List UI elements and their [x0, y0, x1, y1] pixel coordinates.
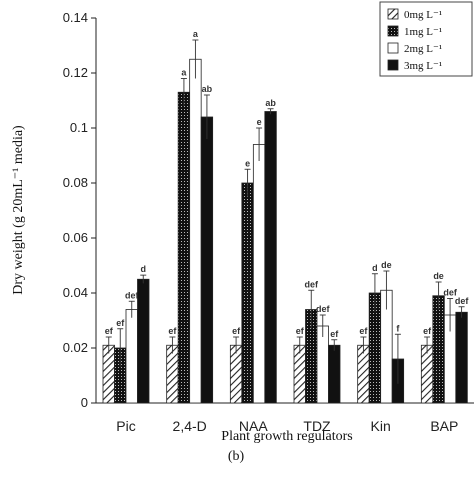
y-tick-label: 0.06: [63, 230, 88, 245]
legend-swatch-0: [387, 8, 399, 20]
significance-label: ef: [116, 318, 125, 328]
bar-0-0: [102, 344, 115, 404]
bar-3-2: [264, 111, 277, 404]
significance-label: e: [245, 158, 250, 168]
legend-label-3: 3mg L⁻¹: [404, 60, 442, 72]
bar-3-0: [137, 278, 150, 404]
category-label: BAP: [430, 418, 458, 434]
category-label: 2,4-D: [173, 418, 207, 434]
significance-label: ab: [202, 84, 213, 94]
y-axis-title: Dry weight (g 20mL⁻¹ media): [11, 125, 26, 295]
y-tick-label: 0.02: [63, 340, 88, 355]
legend-label-2: 2mg L⁻¹: [404, 43, 442, 55]
significance-label: def: [125, 290, 140, 300]
bar-1-2: [241, 182, 254, 404]
significance-label: ab: [265, 98, 276, 108]
legend-label-1: 1mg L⁻¹: [404, 26, 442, 38]
significance-label: def: [305, 279, 320, 289]
bar-3-3: [328, 344, 341, 404]
significance-label: a: [181, 68, 187, 78]
legend-swatch-3: [387, 59, 399, 71]
bar-0-2: [229, 344, 243, 404]
bar-0-3: [293, 344, 306, 404]
axes-layer: [95, 18, 474, 404]
bar-1-5: [432, 295, 445, 404]
y-tick-label: 0.12: [63, 65, 88, 80]
significance-label: ef: [330, 329, 339, 339]
y-tick-label: 0.1: [70, 120, 88, 135]
significance-label: d: [141, 264, 147, 274]
significance-label: de: [381, 260, 392, 270]
significance-label: def: [316, 304, 331, 314]
figure-caption: (b): [228, 449, 245, 464]
bar-0-4: [357, 344, 370, 404]
significance-label: e: [257, 117, 262, 127]
legend-swatch-2: [387, 42, 399, 54]
significance-label: ef: [232, 326, 241, 336]
legend-label-0: 0mg L⁻¹: [404, 9, 442, 21]
y-tick-label: 0: [81, 395, 88, 410]
significance-label: ef: [296, 326, 305, 336]
bar-0-1: [166, 344, 179, 404]
significance-label: ef: [423, 326, 432, 336]
bar-1-1: [177, 91, 191, 404]
significance-label: d: [372, 263, 378, 273]
bar-3-5: [455, 311, 468, 404]
legend-swatch-1: [387, 25, 399, 37]
significance-label: f: [396, 323, 400, 333]
bar-2-1: [189, 58, 202, 404]
significance-label: ef: [359, 326, 368, 336]
bar-2-2: [252, 144, 266, 404]
y-tick-label: 0.04: [63, 285, 88, 300]
significance-label: def: [443, 288, 458, 298]
bar-3-1: [200, 116, 214, 404]
y-ticks: 0 0.02 0.04 0.06 0.08 0.1 0.12 0.14: [63, 10, 96, 410]
category-label: TDZ: [303, 418, 331, 434]
legend: 0mg L⁻¹ 1mg L⁻¹ 2mg L⁻¹ 3mg L⁻¹: [379, 1, 473, 77]
bar-2-3: [316, 325, 329, 404]
category-label: Kin: [371, 418, 391, 434]
y-tick-label: 0.14: [63, 10, 88, 25]
category-label: NAA: [239, 418, 268, 434]
bar-0-5: [420, 344, 434, 404]
y-tick-label: 0.08: [63, 175, 88, 190]
x-tick-labels: Pic 2,4-D NAA TDZ Kin BAP: [116, 418, 458, 434]
significance-label: def: [455, 296, 470, 306]
significance-label: ef: [168, 326, 177, 336]
category-label: Pic: [116, 418, 135, 434]
significance-label: ef: [105, 326, 114, 336]
significance-label: a: [193, 29, 199, 39]
significance-label: de: [433, 271, 444, 281]
bar-2-0: [125, 309, 138, 404]
x-axis-title: Plant growth regulators: [221, 429, 352, 444]
